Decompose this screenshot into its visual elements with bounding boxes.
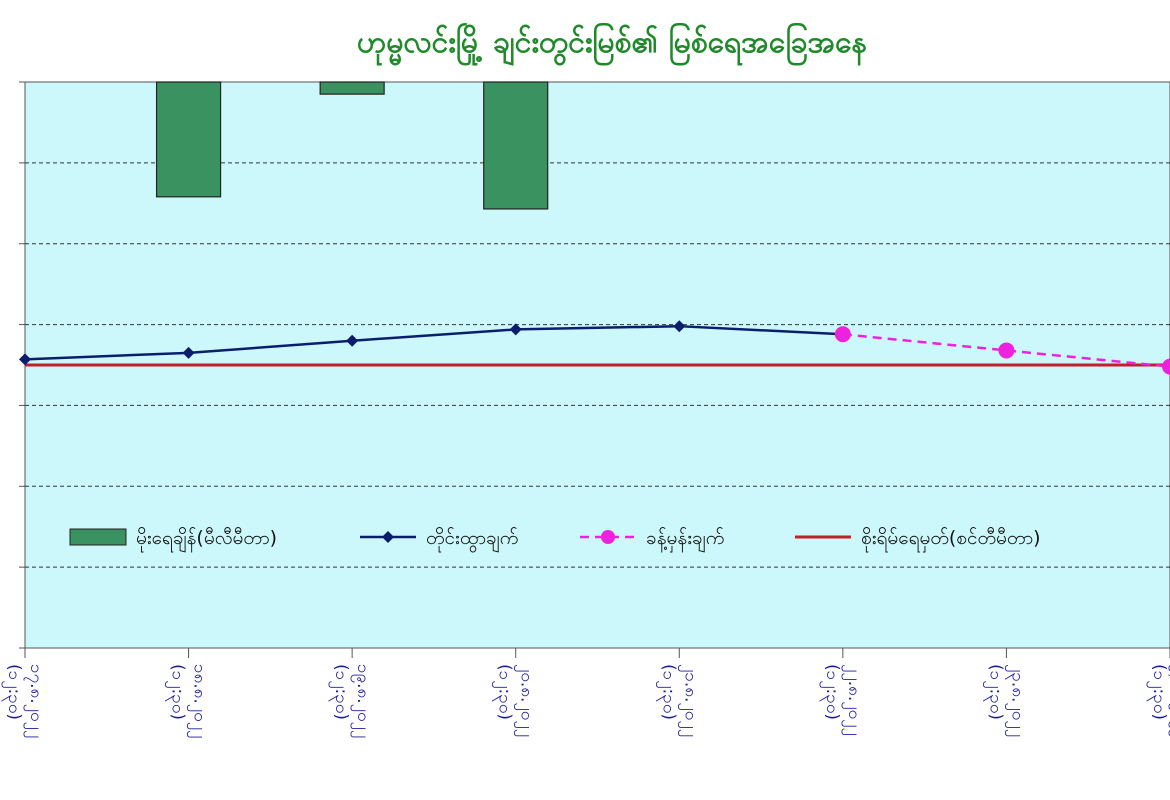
legend-label: တိုင်းထွာချက် — [426, 526, 518, 553]
series-lines — [19, 320, 1170, 375]
x-tick-label: ၂၂.၈.၂၀၂၂(၁၂:၃၀) — [819, 664, 864, 736]
observed-point — [19, 353, 31, 366]
x-tick-label: ၁၇.၈.၂၀၂၂(၁၂:၃၀) — [1, 664, 46, 738]
observed-point — [346, 334, 359, 347]
observed-point — [509, 323, 522, 336]
forecast-point — [998, 342, 1015, 359]
rainfall-bars — [155, 81, 549, 210]
observed-point — [182, 346, 195, 359]
forecast-point — [834, 326, 851, 343]
x-tick-label: ၂၀.၈.၂၀၂၂(၁၂:၃၀) — [492, 664, 537, 737]
x-tick-label: ၂၃.၈.၂၀၂၂(၁၂:၃၀) — [982, 664, 1027, 737]
x-tick-label: ၂၁.၈.၂၀၂၂(၁၂:၃၀) — [655, 664, 700, 737]
observed-line — [24, 324, 843, 361]
legend-label: ခန့်မှန်းချက် — [646, 526, 724, 553]
rainfall-bar — [155, 81, 222, 198]
forecast-point — [1162, 358, 1170, 375]
x-tick-label: ၂၄.၈.၂၀၂၂(၁၂:၃၀) — [1146, 664, 1170, 737]
chart-title: ဟုမ္မလင်းမြို့ ချင်းတွင်းမြစ်၏ မြစ်ရေအခြ… — [357, 22, 867, 67]
legend-label: မိုးရေချိန်(မီလီမီတာ) — [136, 526, 277, 553]
legend-item: ခန့်မှန်းချက် — [580, 526, 724, 553]
legend-marker — [382, 531, 394, 543]
grid-lines — [19, 81, 1170, 649]
legend: မိုးရေချိန်(မီလီမီတာ) တိုင်းထွာချက် ခန့်မှ… — [69, 526, 1041, 553]
legend-swatch — [69, 528, 127, 546]
rainfall-bar — [483, 81, 549, 210]
rainfall-bar — [319, 81, 385, 95]
legend-label: စိုးရိမ်ရေမှတ်(စင်တီမီတာ) — [861, 526, 1041, 553]
forecast-line — [842, 333, 1170, 368]
observed-point — [673, 320, 686, 333]
legend-item: စိုးရိမ်ရေမှတ်(စင်တီမီတာ) — [795, 526, 1041, 553]
x-tick-label: ၁၈.၈.၂၀၂၂(၁၂:၃၀) — [165, 664, 210, 738]
x-tick-label: ၁၉.၈.၂၀၂၂(၁၂:၃၀) — [328, 664, 373, 738]
legend-item: တိုင်းထွာချက် — [360, 526, 518, 553]
legend-marker — [601, 530, 615, 544]
x-axis: ၁၇.၈.၂၀၂၂(၁၂:၃၀) ၁၈.၈.၂၀၂၂(၁၂:၃၀) ၁၉.၈.၂၀၂… — [1, 648, 1170, 738]
legend-item: မိုးရေချိန်(မီလီမီတာ) — [69, 526, 277, 553]
